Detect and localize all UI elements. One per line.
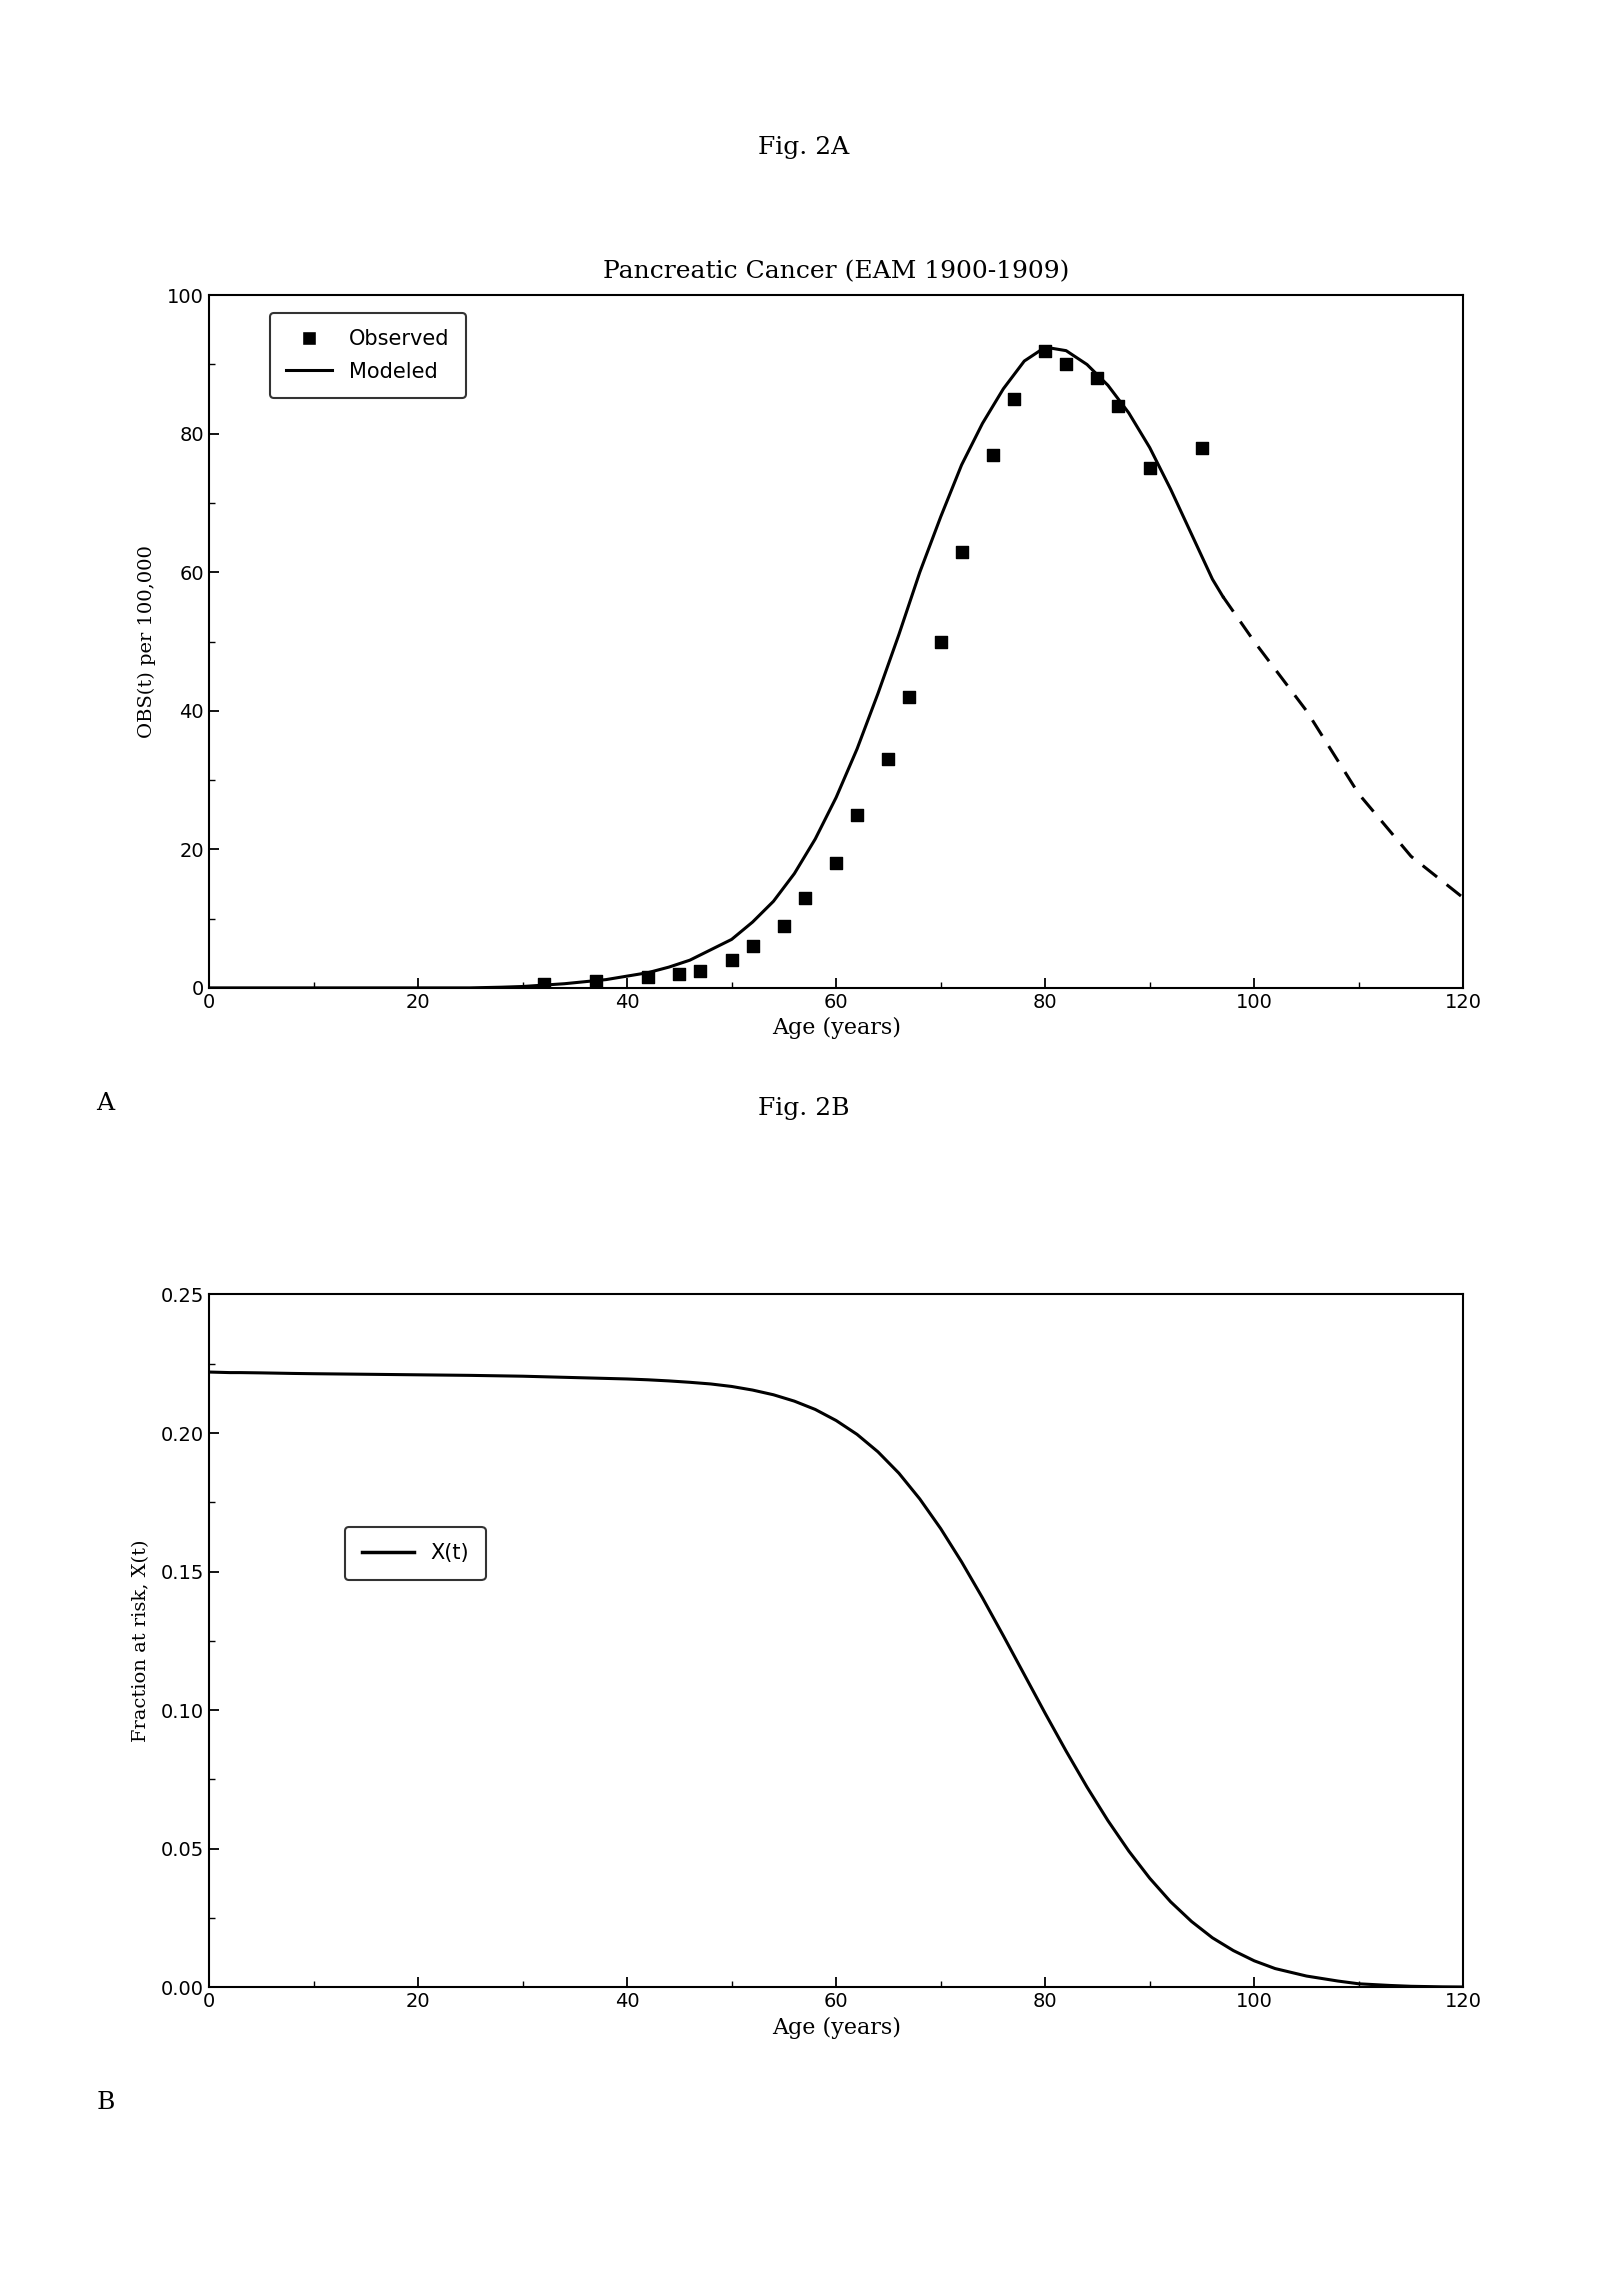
Y-axis label: OBS(t) per 100,000: OBS(t) per 100,000 — [138, 545, 156, 738]
Point — [897, 679, 922, 715]
Point — [844, 797, 869, 833]
Point — [718, 942, 744, 979]
Point — [823, 845, 848, 881]
Point — [948, 534, 974, 570]
Point — [1053, 347, 1078, 384]
Point — [1032, 332, 1057, 368]
Point — [1000, 382, 1025, 418]
Point — [927, 625, 953, 661]
Point — [1188, 429, 1215, 466]
Point — [530, 965, 556, 1002]
Point — [739, 929, 765, 965]
Point — [582, 963, 607, 999]
Point — [635, 958, 660, 995]
Point — [979, 436, 1006, 472]
X-axis label: Age (years): Age (years) — [771, 2017, 900, 2039]
Point — [874, 740, 900, 777]
X-axis label: Age (years): Age (years) — [771, 1017, 900, 1040]
Legend: X(t): X(t) — [344, 1526, 485, 1581]
Point — [665, 956, 691, 992]
Point — [1106, 388, 1131, 425]
Point — [1083, 361, 1109, 397]
Text: B: B — [96, 2092, 114, 2114]
Text: Fig. 2B: Fig. 2B — [759, 1097, 848, 1120]
Text: A: A — [96, 1092, 114, 1115]
Title: Pancreatic Cancer (EAM 1900-1909): Pancreatic Cancer (EAM 1900-1909) — [603, 261, 1069, 284]
Point — [1136, 450, 1162, 486]
Point — [791, 879, 816, 915]
Legend: Observed, Modeled: Observed, Modeled — [270, 313, 466, 397]
Y-axis label: Fraction at risk, X(t): Fraction at risk, X(t) — [132, 1540, 149, 1742]
Point — [688, 952, 714, 988]
Point — [771, 908, 797, 945]
Text: Fig. 2A: Fig. 2A — [759, 136, 848, 159]
